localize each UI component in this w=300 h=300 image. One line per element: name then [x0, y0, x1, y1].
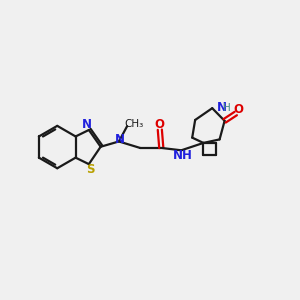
Text: O: O — [233, 103, 243, 116]
Text: CH₃: CH₃ — [124, 119, 143, 129]
Text: N: N — [82, 118, 92, 131]
Text: NH: NH — [173, 149, 193, 162]
Text: H: H — [223, 103, 231, 112]
Text: N: N — [115, 133, 125, 146]
Text: O: O — [155, 118, 165, 131]
Text: N: N — [217, 101, 227, 114]
Text: S: S — [86, 163, 95, 176]
